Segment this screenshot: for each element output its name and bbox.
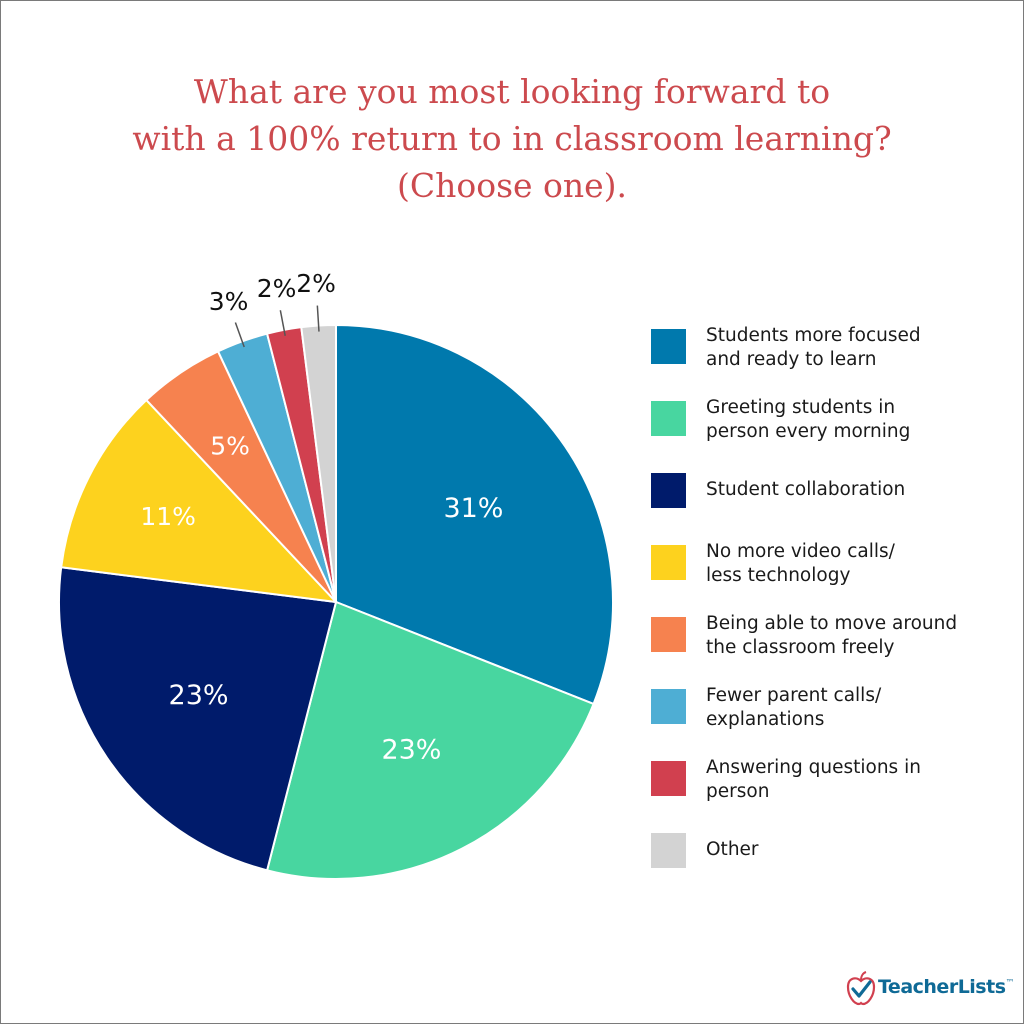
leader-line-8 [316, 305, 320, 332]
legend-label: Being able to move around the classroom f… [706, 613, 958, 658]
legend-item-5: Being able to move around the classroom f… [651, 611, 1011, 661]
slice-label-4: 11% [140, 502, 196, 531]
slice-label-8: 2% [296, 269, 336, 298]
slice-label-6: 3% [209, 287, 249, 316]
pie-slice-4 [60, 398, 339, 604]
legend-label: No more video calls/less technology [706, 541, 895, 586]
slice-label-5: 5% [210, 432, 250, 461]
brand-logo: TeacherLists™ [846, 970, 1014, 1010]
legend-item-2: Greeting students in person every morning [651, 395, 1011, 445]
legend-label: Greeting students in person every morning [706, 397, 911, 442]
legend-swatch [651, 401, 686, 436]
title-line-1: What are you most looking forward to [193, 72, 831, 111]
legend-item-3: Student collaboration [651, 467, 1011, 517]
chart-title: What are you most looking forward to wit… [0, 68, 1024, 209]
leader-line-7 [279, 310, 286, 336]
legend-swatch [651, 329, 686, 364]
leader-line-6 [234, 322, 245, 348]
legend-item-4: No more video calls/less technology [651, 539, 1011, 589]
legend-label: Other [706, 839, 759, 860]
pie-leader-lines [234, 305, 320, 348]
legend-label: Answering questions in person [706, 757, 921, 802]
legend-swatch [651, 545, 686, 580]
legend-label: Student collaboration [706, 479, 906, 500]
slice-label-7: 2% [257, 274, 297, 303]
legend-item-7: Answering questions in person [651, 755, 1011, 805]
legend-label: Fewer parent calls/explanations [706, 685, 882, 730]
slice-label-3: 23% [169, 680, 229, 711]
brand-name: TeacherLists™ [878, 976, 1015, 998]
legend-swatch [651, 473, 686, 508]
slice-label-2: 23% [381, 735, 441, 766]
legend-swatch [651, 761, 686, 796]
pie-slice-2 [265, 600, 595, 880]
legend-swatch [651, 617, 686, 652]
apple-checkmark-icon [846, 971, 876, 1006]
legend-item-1: Students more focused and ready to learn [651, 323, 1011, 373]
legend-swatch [651, 833, 686, 868]
pie-data-labels: 31% 23% 23% 11% 5% 3% 2% 2% [140, 269, 503, 765]
legend-item-8: Other [651, 827, 1011, 877]
title-line-2: with a 100% return to in classroom learn… [132, 119, 892, 158]
pie-slices [58, 323, 614, 880]
pie-slice-1 [335, 323, 614, 706]
legend-swatch [651, 689, 686, 724]
legend-item-6: Fewer parent calls/explanations [651, 683, 1011, 733]
legend-label: Students more focused and ready to learn [706, 325, 921, 370]
title-line-3: (Choose one). [396, 166, 628, 205]
slice-label-1: 31% [443, 493, 503, 524]
pie-slice-3 [58, 566, 338, 872]
